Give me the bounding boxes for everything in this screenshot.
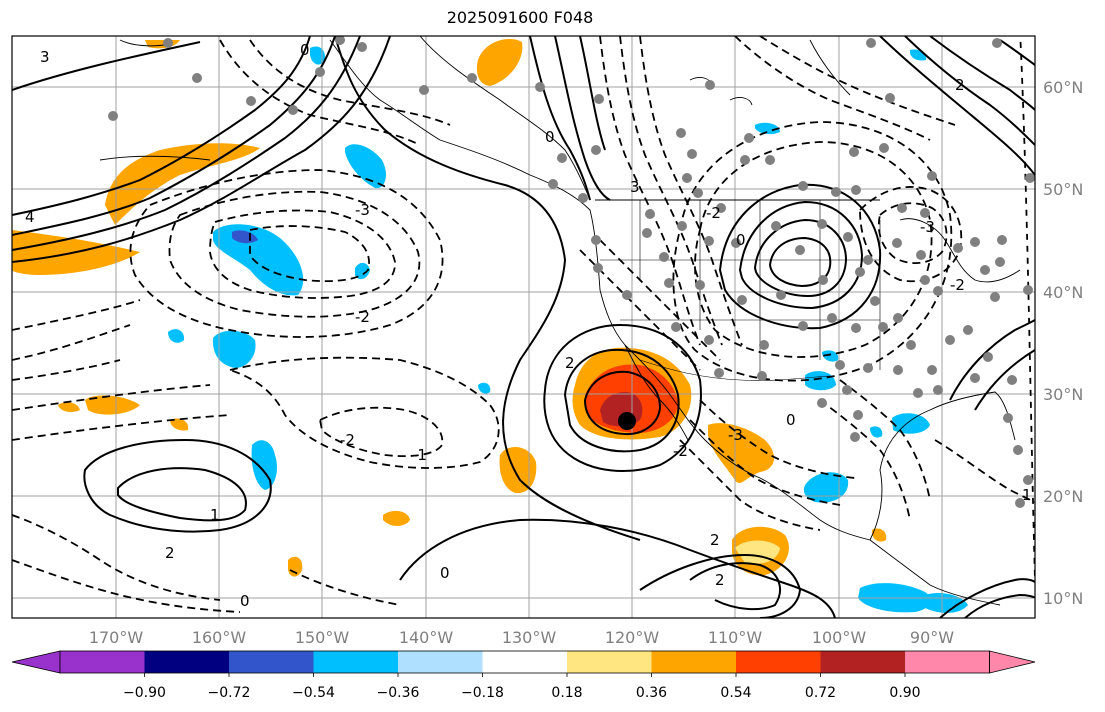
contour-label: 3: [630, 178, 640, 196]
contour-label: -1: [412, 446, 427, 464]
colorbar-segment: [482, 651, 567, 673]
storm-center-marker: [618, 412, 636, 430]
lat-label: 50°N: [1043, 180, 1083, 199]
contour-label: 0: [736, 231, 746, 249]
colorbar-segment: [398, 651, 483, 673]
colorbar-segment: [905, 651, 990, 673]
contour-label: 0: [440, 564, 450, 582]
contour-label: 2: [710, 531, 720, 549]
colorbar-segment: [229, 651, 314, 673]
contour-label: 1: [1022, 486, 1032, 504]
lon-label: 110°W: [708, 628, 763, 647]
lat-label: 20°N: [1043, 487, 1083, 506]
colorbar-ticks: [144, 673, 906, 677]
contour-label: -2: [673, 442, 688, 460]
lon-label: 160°W: [192, 628, 247, 647]
lat-label: 30°N: [1043, 385, 1083, 404]
contour-label: -2: [950, 276, 965, 294]
colorbar-segment: [820, 651, 905, 673]
colorbar-tick-label: −0.18: [461, 685, 504, 701]
lon-label: 170°W: [89, 628, 144, 647]
colorbar-segment: [651, 651, 736, 673]
contour-label: 1: [210, 506, 220, 524]
colorbar-segment: [144, 651, 229, 673]
latitude-labels: 60°N 50°N 40°N 30°N 20°N 10°N: [1043, 78, 1083, 608]
colorbar-segment: [736, 651, 821, 673]
contour-label: -3: [728, 426, 743, 444]
contours-negative: [12, 36, 1035, 613]
longitude-labels: 170°W 160°W 150°W 140°W 130°W 120°W 110°…: [89, 628, 954, 647]
contour-label: -3: [920, 218, 935, 236]
contour-label: 2: [165, 544, 175, 562]
map-background: [12, 36, 1035, 618]
anomaly-region-gulf: [708, 423, 775, 483]
contour-label: 3: [40, 48, 50, 66]
colorbar-tick-label: −0.72: [208, 685, 251, 701]
colorbar-tick-label: 0.18: [551, 685, 582, 701]
contour-label: 2: [955, 76, 965, 94]
map-frame: [11, 35, 1036, 619]
contour-label: 2: [715, 571, 725, 589]
lon-label: 150°W: [295, 628, 350, 647]
colorbar-segment: [567, 651, 652, 673]
lat-label: 40°N: [1043, 283, 1083, 302]
contour-labels: 0 3 4 -3 -2 -1 1 2 0 3 2 -2 -3 2 -2 0 0 …: [25, 41, 1032, 610]
contour-label: 4: [25, 208, 35, 226]
colorbar-tick-label: −0.90: [123, 685, 166, 701]
contour-label: -3: [355, 201, 370, 219]
contour-label: -2: [340, 431, 355, 449]
colorbar-tick-label: −0.36: [377, 685, 420, 701]
political-borders: [600, 200, 881, 381]
lon-label: 120°W: [605, 628, 660, 647]
colorbar-extend-low: [11, 650, 61, 674]
contour-label: 2: [565, 354, 575, 372]
colorbar-extend-high: [989, 650, 1036, 674]
contour-label: 0: [240, 592, 250, 610]
anomaly-region-neg-central: [213, 224, 304, 296]
station-dots: [108, 36, 1035, 508]
contours: [12, 36, 1035, 618]
colorbar-segment: [313, 651, 398, 673]
page-title: 2025091600 F048: [446, 8, 594, 27]
coastlines: [99, 36, 1021, 606]
colorbar-segment: [60, 651, 145, 673]
contour-label: -2: [355, 308, 370, 326]
lon-label: 140°W: [399, 628, 454, 647]
colorbar-tick-label: 0.36: [636, 685, 667, 701]
lon-label: 130°W: [502, 628, 557, 647]
colorbar-tick-label: 0.54: [720, 685, 751, 701]
contour-label: 0: [300, 41, 310, 59]
colorbar-tick-label: −0.54: [292, 685, 335, 701]
contour-label: -2: [706, 204, 721, 222]
lon-label: 100°W: [812, 628, 867, 647]
lat-label: 60°N: [1043, 78, 1083, 97]
colorbar-tick-label: 0.90: [889, 685, 920, 701]
colorbar: −0.90 −0.72 −0.54 −0.36 −0.18 0.18 0.36 …: [11, 650, 1036, 701]
contour-label: 0: [786, 411, 796, 429]
colorbar-tick-label: 0.72: [805, 685, 836, 701]
anomaly-region-northwest: [105, 143, 260, 225]
lon-label: 90°W: [910, 628, 954, 647]
contour-label: 0: [545, 128, 555, 146]
lat-label: 10°N: [1043, 589, 1083, 608]
